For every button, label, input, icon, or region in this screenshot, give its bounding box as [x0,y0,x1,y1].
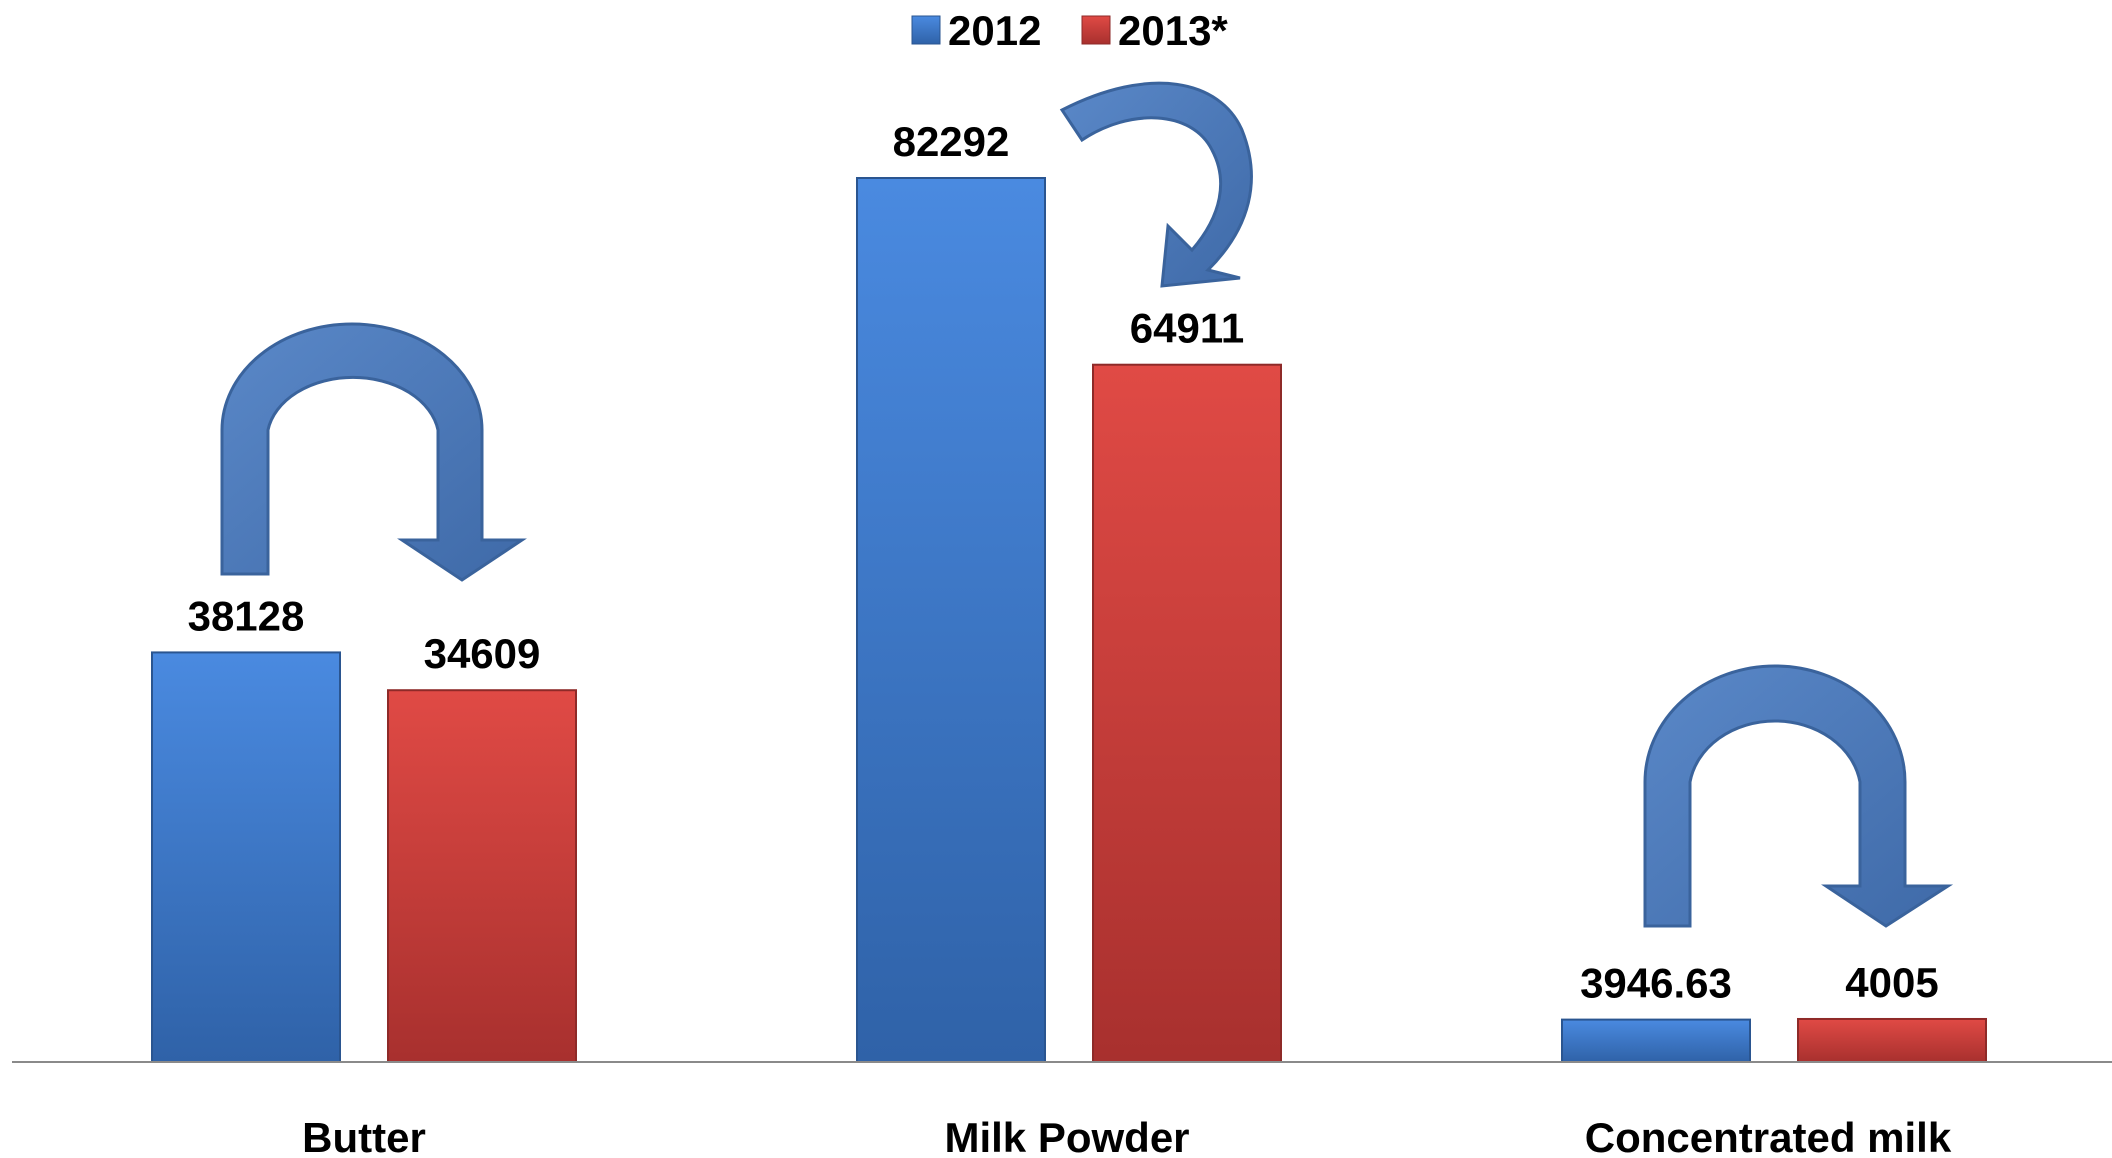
bar-concentrated-milk-2013 [1797,1017,1987,1064]
bar-milk-powder-2013 [1092,363,1282,1063]
bar-butter-2012 [151,651,341,1063]
bar-butter-2013 [387,689,577,1063]
data-label: 64911 [1130,305,1244,352]
data-label: 3946.63 [1580,960,1732,1007]
bar-milk-powder-2012 [856,177,1046,1063]
legend-label-2012: 2012 [948,7,1041,54]
data-label: 38128 [188,592,305,639]
legend-label-2013: 2013* [1118,7,1228,54]
legend-swatch-2013 [1081,15,1111,45]
decorative-arrows [220,81,1954,928]
category-labels: Butter Milk Powder Concentrated milk [302,1114,1952,1158]
category-label: Butter [302,1114,426,1158]
uturn-arrow-icon [220,322,527,582]
data-label: 82292 [893,118,1010,165]
legend-swatch-2012 [911,15,941,45]
curved-arrow-icon [1059,81,1253,288]
data-label: 4005 [1845,959,1938,1006]
category-label: Concentrated milk [1585,1114,1952,1158]
legend: 2012 2013* [911,7,1228,54]
category-label: Milk Powder [944,1114,1189,1158]
bars [151,177,1987,1064]
bar-concentrated-milk-2012 [1561,1018,1751,1063]
data-label: 34609 [424,630,541,677]
value-labels: 38128 34609 82292 64911 3946.63 4005 [188,118,1939,1007]
uturn-arrow-icon [1643,664,1954,928]
